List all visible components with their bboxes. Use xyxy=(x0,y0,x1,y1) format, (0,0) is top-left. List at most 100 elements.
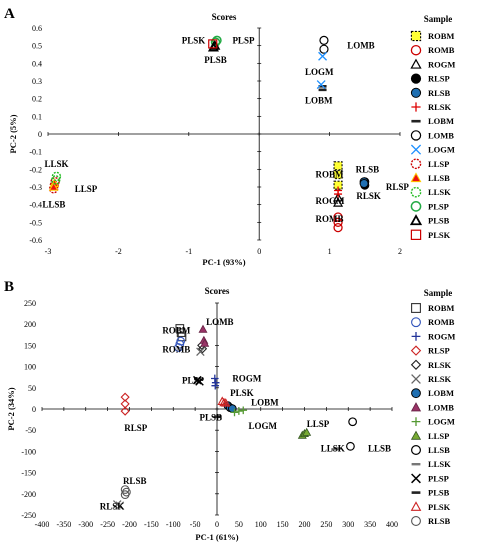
legend-marker xyxy=(411,516,421,526)
point-label: RLSP xyxy=(124,423,148,433)
legend-label: PLSK xyxy=(428,502,451,512)
point-label: ROBM xyxy=(162,326,191,336)
legend-label: RLSK xyxy=(428,102,452,112)
legend-marker xyxy=(410,359,422,370)
legend-label: LLSP xyxy=(428,159,449,169)
legend-marker xyxy=(410,58,422,69)
legend-label: ROGM xyxy=(428,331,455,341)
legend-label: ROBM xyxy=(428,31,454,41)
data-point-plsb xyxy=(214,415,222,418)
point-label: PLSB xyxy=(204,55,227,65)
legend-label: ROBM xyxy=(428,303,454,313)
point-label: LLSK xyxy=(321,443,345,453)
x-tick-label: 350 xyxy=(364,520,376,529)
legend-label: LOMB xyxy=(428,130,454,140)
y-tick-label: 0 xyxy=(38,130,42,139)
legend-marker xyxy=(411,332,421,341)
data-point-plsp xyxy=(195,377,204,386)
x-tick-label: -100 xyxy=(166,520,181,529)
data-point-rlsk xyxy=(115,501,125,510)
legend-marker xyxy=(410,44,422,56)
data-point-lomb xyxy=(319,35,329,45)
legend-label: LLSB xyxy=(428,173,450,183)
point-label: LLSP xyxy=(75,184,98,194)
y-tick-label: 0.4 xyxy=(32,59,42,68)
chart-title: Scores xyxy=(205,286,230,296)
x-tick-label: 50 xyxy=(235,520,243,529)
legend-label: PLSP xyxy=(428,473,449,483)
data-point-rlsk xyxy=(112,500,122,509)
x-tick-label: 300 xyxy=(342,520,354,529)
panel-letter: B xyxy=(4,279,14,295)
data-point-rlsb xyxy=(120,490,130,499)
x-tick-label: 400 xyxy=(386,520,398,529)
legend-marker xyxy=(411,388,421,399)
point-label: RLSK xyxy=(356,191,381,201)
legend-label: LOMB xyxy=(428,402,454,412)
legend-label: LLSB xyxy=(428,445,450,455)
legend-title: Sample xyxy=(424,288,453,298)
y-tick-label: 150 xyxy=(24,341,36,350)
point-label: ROMB xyxy=(316,214,344,224)
y-tick-label: -0.6 xyxy=(29,236,42,245)
legend-marker xyxy=(410,172,422,183)
point-label: LOMB xyxy=(347,41,375,51)
data-point-rogm xyxy=(333,192,344,202)
point-label: LLSP xyxy=(307,419,330,429)
data-point-lobm xyxy=(318,88,327,92)
legend-marker xyxy=(410,87,422,98)
legend-marker xyxy=(410,158,422,170)
y-tick-label: -0.2 xyxy=(29,165,42,174)
legend-marker xyxy=(410,201,422,212)
data-point-logm xyxy=(239,406,248,415)
x-tick-label: 0 xyxy=(257,247,261,256)
data-point-lomb xyxy=(198,324,208,333)
legend-label: PLSB xyxy=(428,488,450,498)
point-label: PLSP xyxy=(182,376,205,386)
data-point-lomb xyxy=(200,338,210,347)
x-tick-label: 100 xyxy=(255,520,267,529)
y-tick-label: -150 xyxy=(21,469,36,478)
legend-label: RLSB xyxy=(428,516,451,526)
x-axis-label: PC-1 (93%) xyxy=(202,257,245,267)
y-tick-label: -0.1 xyxy=(29,148,42,157)
legend-marker xyxy=(411,463,421,466)
y-tick-label: 250 xyxy=(24,299,36,308)
legend-marker xyxy=(411,374,421,384)
point-label: PLSP xyxy=(232,35,255,45)
data-point-romb xyxy=(333,217,343,227)
legend-marker xyxy=(411,473,421,484)
point-label: ROMB xyxy=(162,345,190,355)
legend-label: LOGM xyxy=(428,145,455,155)
data-point-rogm xyxy=(211,374,219,383)
y-tick-label: -200 xyxy=(21,490,36,499)
data-point-robm xyxy=(333,170,343,180)
x-tick-label: -1 xyxy=(185,247,192,256)
legend-marker xyxy=(410,73,422,84)
data-point-plsk xyxy=(217,396,227,405)
legend-title: Sample xyxy=(424,14,453,24)
data-point-llsb xyxy=(348,417,358,427)
data-point-plsk xyxy=(208,39,218,49)
legend-marker xyxy=(411,119,421,123)
legend-label: LOGM xyxy=(428,417,455,427)
legend-label: RLSK xyxy=(428,374,452,384)
point-label: RLSB xyxy=(356,164,380,174)
data-point-llsp xyxy=(302,427,312,436)
point-label: PLSK xyxy=(182,35,206,45)
data-point-plsb xyxy=(207,41,219,52)
legend-marker xyxy=(410,144,422,155)
y-tick-label: 200 xyxy=(24,320,36,329)
y-tick-label: 0 xyxy=(32,405,36,414)
legend-marker xyxy=(410,229,422,240)
y-axis-label: PC-2 (34%) xyxy=(6,387,16,430)
data-point-lomb xyxy=(319,44,329,54)
x-tick-label: 0 xyxy=(215,520,219,529)
x-tick-label: 2 xyxy=(398,247,402,256)
y-tick-label: 0.1 xyxy=(32,112,42,121)
legend-marker xyxy=(410,430,422,440)
legend-marker xyxy=(411,417,421,426)
x-tick-label: -250 xyxy=(100,520,115,529)
point-label: ROGM xyxy=(316,196,346,206)
